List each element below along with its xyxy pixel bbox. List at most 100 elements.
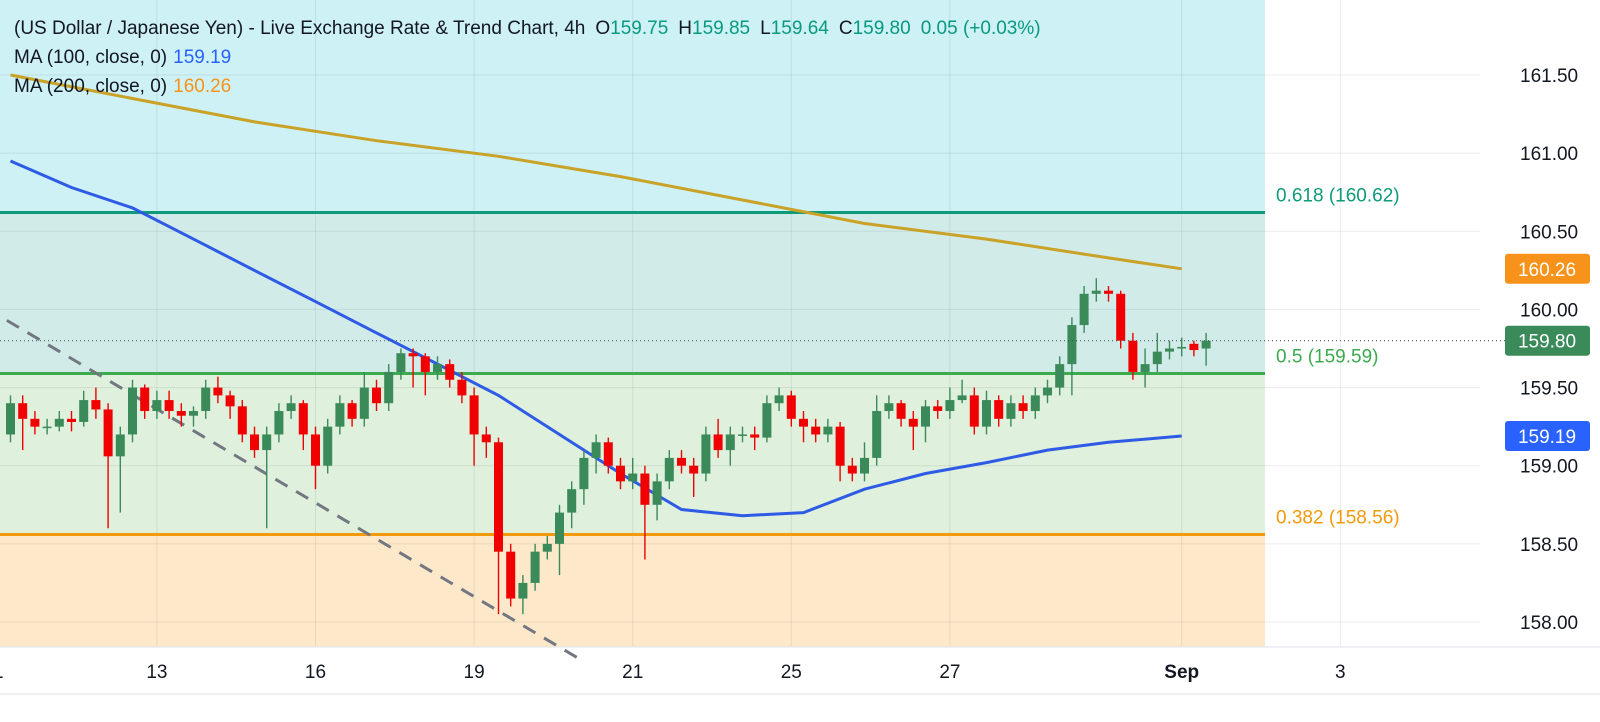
y-tick-label: 160.00 <box>1520 300 1578 321</box>
candle-down <box>164 390 174 419</box>
candle-down <box>372 379 381 412</box>
x-tick-label: Sep <box>1164 662 1199 683</box>
candle-up <box>860 442 869 482</box>
price-label-bg <box>1505 421 1590 452</box>
candle-body <box>750 434 760 438</box>
candle-down <box>237 400 247 443</box>
ohlc-high-value: 159.85 <box>692 18 751 39</box>
candle-body <box>1018 403 1028 412</box>
legend-ma200-row[interactable]: MA (200, close, 0) 160.26 <box>14 72 1041 101</box>
candle-body <box>30 418 40 427</box>
y-tick-label: 160.50 <box>1520 222 1578 243</box>
ohlc-close-label: C <box>838 18 853 39</box>
candle-body <box>164 400 174 412</box>
candle-body <box>6 403 15 435</box>
candle-up <box>628 457 638 490</box>
y-tick-label: 161.50 <box>1520 66 1578 87</box>
candle-body <box>1091 290 1101 294</box>
ohlc-low-label: L <box>760 18 771 39</box>
legend-title-row: (US Dollar / Japanese Yen) - Live Exchan… <box>14 14 1041 43</box>
candle-body <box>359 387 369 419</box>
candle-down <box>799 411 808 443</box>
candle-up <box>982 390 991 435</box>
candle-up <box>201 379 211 419</box>
candle-down <box>420 353 430 396</box>
y-tick-label: 161.00 <box>1520 144 1578 165</box>
candle-up <box>725 426 735 466</box>
candle-body <box>860 457 869 474</box>
candle-body <box>957 395 967 401</box>
candle-down <box>994 395 1004 427</box>
x-tick-label: 25 <box>781 662 802 683</box>
candle-body <box>225 395 235 407</box>
chart-legend: (US Dollar / Japanese Yen) - Live Exchan… <box>14 14 1041 101</box>
candle-down <box>750 426 760 451</box>
candle-up <box>652 473 662 521</box>
ohlc-change: 0.05 (+0.03%) <box>920 18 1041 39</box>
fib-zone-upper <box>0 212 1265 374</box>
candle-down <box>30 411 40 435</box>
candle-up <box>1091 278 1101 302</box>
candle-down <box>311 426 320 490</box>
candle-body <box>811 426 821 435</box>
candle-up <box>1177 337 1187 357</box>
candle-body <box>481 434 491 443</box>
candle-body <box>262 434 272 451</box>
candle-body <box>115 434 125 457</box>
price-label: 159.80 <box>1505 325 1590 356</box>
fib-label: 0.5 (159.59) <box>1276 347 1378 368</box>
candle-up <box>115 426 125 513</box>
candle-down <box>603 437 613 474</box>
legend-ma200-label: MA (200, close, 0) <box>14 76 168 97</box>
candle-up <box>433 356 442 380</box>
candle-body <box>79 400 89 422</box>
candle-up <box>128 379 137 443</box>
candle-down <box>445 359 455 388</box>
candle-body <box>1079 293 1089 326</box>
candle-up <box>555 504 564 576</box>
candle-up <box>1165 340 1174 360</box>
candle-up <box>762 395 772 443</box>
candle-body <box>823 426 833 435</box>
candle-down <box>67 411 76 432</box>
candle-body <box>542 543 552 552</box>
candle-body <box>921 406 930 427</box>
candle-down <box>713 418 723 458</box>
x-tick-label: 19 <box>464 662 485 683</box>
candle-body <box>91 400 101 410</box>
legend-ma100-row[interactable]: MA (100, close, 0) 159.19 <box>14 43 1041 72</box>
legend-ma100-label: MA (100, close, 0) <box>14 47 168 68</box>
candle-body <box>1043 387 1052 396</box>
candle-body <box>189 411 198 416</box>
candle-down <box>969 387 979 435</box>
candle-down <box>408 348 418 388</box>
candle-up <box>189 406 198 427</box>
ohlc-high-label: H <box>678 18 693 39</box>
candle-down <box>1189 340 1199 357</box>
candle-up <box>872 395 882 466</box>
price-label: 159.19 <box>1505 421 1590 452</box>
x-tick-label: 16 <box>305 662 326 683</box>
y-tick-label: 158.50 <box>1520 535 1578 556</box>
candle-body <box>433 364 442 372</box>
price-label-text: 160.26 <box>1518 260 1576 281</box>
candle-body <box>250 434 259 451</box>
candle-up <box>1043 379 1052 404</box>
candle-body <box>1006 403 1016 419</box>
candle-down <box>677 450 686 474</box>
candle-body <box>677 457 686 466</box>
candle-body <box>335 403 345 427</box>
candle-body <box>1189 343 1199 351</box>
candle-up <box>359 371 369 427</box>
candle-up <box>286 395 296 419</box>
y-tick-label: 159.00 <box>1520 457 1578 478</box>
candle-body <box>1030 395 1040 412</box>
candle-body <box>530 551 540 583</box>
candle-body <box>506 551 516 599</box>
candle-body <box>713 434 723 451</box>
candle-up <box>1140 348 1150 388</box>
candle-body <box>689 465 699 474</box>
ma100-line <box>9 159 1182 518</box>
